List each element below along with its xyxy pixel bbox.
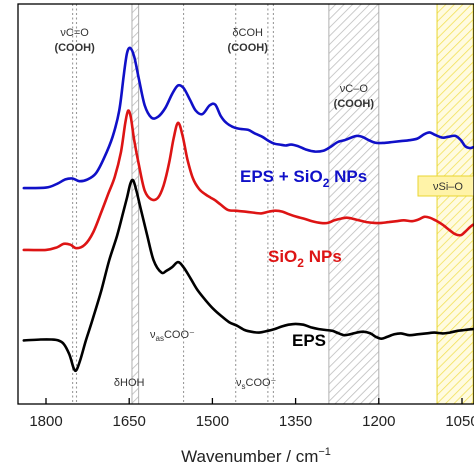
annotation-0: νasCOO⁻ bbox=[150, 329, 195, 343]
x-tick-label-1: 1650 bbox=[113, 413, 146, 430]
band-label-0: δHOH bbox=[114, 377, 145, 389]
x-axis-label-unit-sup: −1 bbox=[318, 446, 331, 458]
band-2 bbox=[436, 4, 474, 404]
series-label-0: EPS + SiO2 NPs bbox=[240, 167, 367, 190]
series-label-main: SiO bbox=[268, 247, 297, 266]
series-label-sub: 2 bbox=[323, 176, 330, 190]
series-label-tail: NPs bbox=[329, 167, 367, 186]
bands-layer bbox=[131, 4, 474, 404]
series-label-sub: 2 bbox=[297, 256, 304, 270]
x-tick-label-0: 1800 bbox=[29, 413, 62, 430]
series-line-0 bbox=[22, 46, 474, 190]
reference-label-3-1: (COOH) bbox=[228, 42, 269, 54]
x-axis-label-main: Wavenumber / cm bbox=[181, 447, 318, 466]
reference-label-0-0: νC=O bbox=[60, 27, 89, 39]
x-tick-label-3: 1350 bbox=[279, 413, 312, 430]
series-label-2: EPS bbox=[292, 331, 326, 350]
annotation-1: νsCOO⁻ bbox=[236, 377, 277, 391]
band-label-1-0: νC–O bbox=[340, 83, 369, 95]
series-label-main: EPS + SiO bbox=[240, 167, 323, 186]
series-line-2 bbox=[22, 178, 474, 373]
x-tick-label-5: 1050 bbox=[445, 413, 474, 430]
reference-label-0-1: (COOH) bbox=[54, 42, 95, 54]
x-axis-ticks: 1800 1650 1500 1350 1200 1050 bbox=[29, 398, 474, 430]
band-label-2: νSi–O bbox=[433, 181, 463, 193]
band-1 bbox=[328, 4, 380, 404]
series-layer bbox=[22, 46, 474, 373]
x-tick-label-2: 1500 bbox=[196, 413, 229, 430]
reference-label-3-0: δCOH bbox=[232, 27, 263, 39]
band-label-box-2 bbox=[417, 175, 474, 197]
series-line-1 bbox=[22, 109, 474, 252]
x-axis-label: Wavenumber / cm−1 bbox=[181, 446, 331, 466]
series-label-1: SiO2 NPs bbox=[268, 247, 342, 270]
series-label-tail: NPs bbox=[304, 247, 342, 266]
x-tick-label-4: 1200 bbox=[362, 413, 395, 430]
plot-frame bbox=[17, 3, 474, 405]
reference-lines-layer bbox=[72, 4, 274, 404]
band-label-1-1: (COOH) bbox=[334, 98, 375, 110]
series-label-main: EPS bbox=[292, 331, 326, 350]
